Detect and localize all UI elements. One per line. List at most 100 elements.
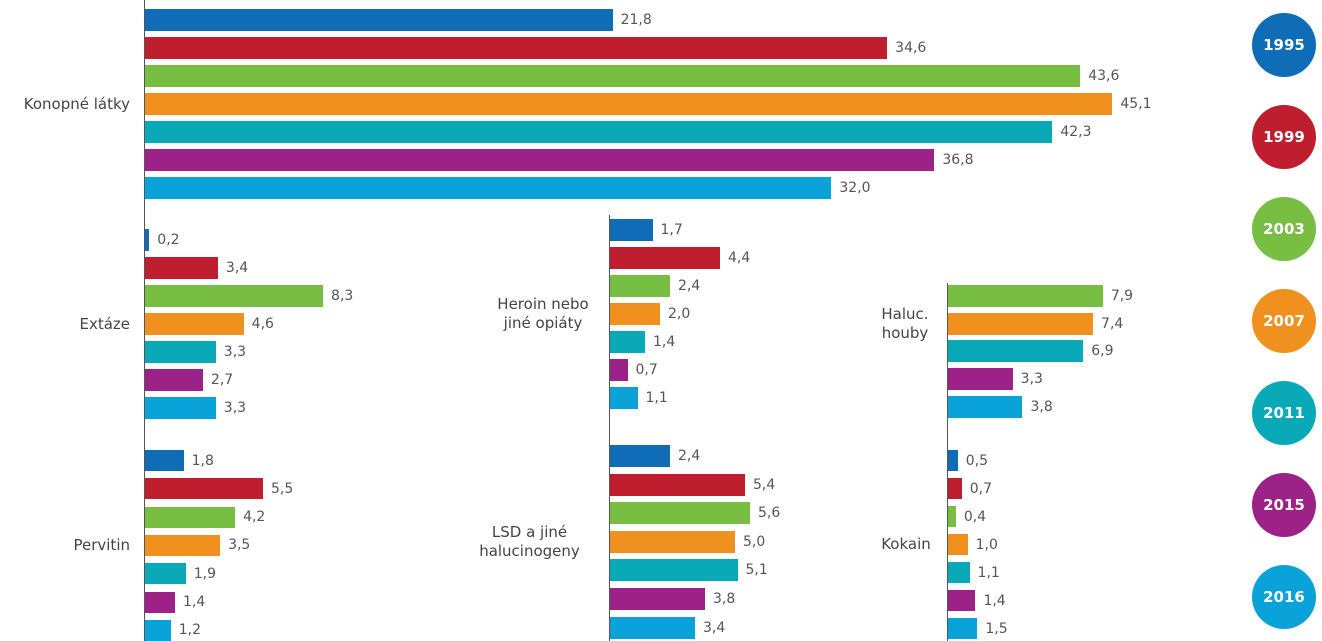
bar <box>145 257 218 279</box>
value-label: 1,5 <box>985 620 1008 637</box>
bar <box>610 303 660 325</box>
bar <box>610 359 628 381</box>
bar <box>948 368 1013 390</box>
bar <box>948 450 958 471</box>
bar <box>948 506 956 527</box>
value-label: 5,0 <box>743 533 766 550</box>
bar <box>145 177 832 199</box>
value-label: 21,8 <box>620 12 652 28</box>
bar <box>610 387 638 409</box>
bar <box>948 395 1023 418</box>
bar <box>145 121 1053 143</box>
value-label: 32,0 <box>839 180 871 196</box>
bar <box>948 562 970 583</box>
bar <box>610 588 705 610</box>
category-label: LSD a jiné halucinogeny <box>479 522 580 560</box>
bar <box>145 478 263 500</box>
bar <box>145 149 935 171</box>
value-label: 42,3 <box>1060 124 1092 140</box>
value-label: 5,1 <box>745 562 768 579</box>
bar <box>145 93 1113 115</box>
value-label: 1,9 <box>193 565 217 582</box>
axis-line <box>947 283 948 641</box>
value-label: 1,7 <box>660 222 683 238</box>
bar <box>948 618 978 639</box>
value-label: 2,4 <box>678 448 701 464</box>
value-label: 3,3 <box>223 400 247 416</box>
value-label: 1,4 <box>653 334 676 350</box>
legend-item: 2007 <box>1252 289 1316 353</box>
category-label: Heroin nebo jiné opiáty <box>497 295 589 332</box>
category-label: Pervitin <box>73 535 130 554</box>
value-label: 3,4 <box>703 619 726 636</box>
value-label: 1,8 <box>191 452 214 469</box>
bar <box>145 619 171 641</box>
bar <box>948 312 1094 335</box>
bar <box>145 9 613 31</box>
bar <box>948 340 1084 363</box>
value-label: 0,7 <box>969 480 992 497</box>
bar <box>610 331 645 353</box>
bar <box>145 285 324 307</box>
bar <box>948 478 962 499</box>
value-label: 0,5 <box>965 452 989 469</box>
value-label: 1,1 <box>645 390 668 406</box>
bar <box>610 275 670 297</box>
legend-item: 2003 <box>1252 197 1316 261</box>
bar <box>948 285 1103 308</box>
axis-line <box>144 0 145 641</box>
value-label: 3,8 <box>713 591 736 607</box>
value-label: 1,1 <box>977 564 1000 581</box>
value-label: 1,4 <box>983 592 1006 609</box>
value-label: 3,5 <box>228 537 251 554</box>
value-label: 0,7 <box>635 362 658 378</box>
bar <box>145 591 176 613</box>
value-label: 4,2 <box>243 509 266 526</box>
bar <box>145 563 186 585</box>
value-label: 3,3 <box>1020 371 1043 387</box>
category-label: Haluc. houby <box>881 304 929 342</box>
bar <box>145 313 244 335</box>
value-label: 3,4 <box>225 260 249 276</box>
bar <box>145 450 184 471</box>
value-label: 2,0 <box>668 306 691 322</box>
value-label: 4,6 <box>251 316 274 332</box>
bar <box>610 473 745 496</box>
legend-item: 2015 <box>1252 473 1316 537</box>
value-label: 0,2 <box>157 232 180 248</box>
bar <box>948 590 976 611</box>
category-label: Extáze <box>79 314 130 333</box>
bar <box>145 229 150 251</box>
category-label: Konopné látky <box>23 94 130 113</box>
bar <box>610 616 695 639</box>
value-label: 45,1 <box>1120 96 1152 112</box>
legend-item: 1995 <box>1252 13 1316 77</box>
bar <box>145 369 203 391</box>
value-label: 5,6 <box>758 505 781 522</box>
bar <box>610 502 750 525</box>
value-label: 4,4 <box>728 250 751 266</box>
value-label: 2,4 <box>678 278 701 294</box>
value-label: 1,4 <box>183 594 206 610</box>
value-label: 7,4 <box>1101 315 1124 332</box>
bar <box>610 219 653 241</box>
bar <box>145 534 221 556</box>
value-label: 34,6 <box>895 40 927 56</box>
value-label: 1,2 <box>178 622 201 639</box>
value-label: 36,8 <box>942 152 974 168</box>
value-label: 3,8 <box>1030 398 1053 415</box>
bar <box>610 559 738 582</box>
legend-item: 1999 <box>1252 105 1316 169</box>
bar <box>145 341 216 363</box>
bar <box>145 65 1081 87</box>
legend-item: 2011 <box>1252 381 1316 445</box>
axis-line <box>609 215 610 641</box>
value-label: 5,5 <box>270 480 294 497</box>
bar <box>610 445 670 467</box>
bar <box>948 534 968 555</box>
bar <box>610 247 720 269</box>
value-label: 5,4 <box>753 476 776 493</box>
value-label: 43,6 <box>1088 68 1120 84</box>
bar <box>610 530 735 553</box>
